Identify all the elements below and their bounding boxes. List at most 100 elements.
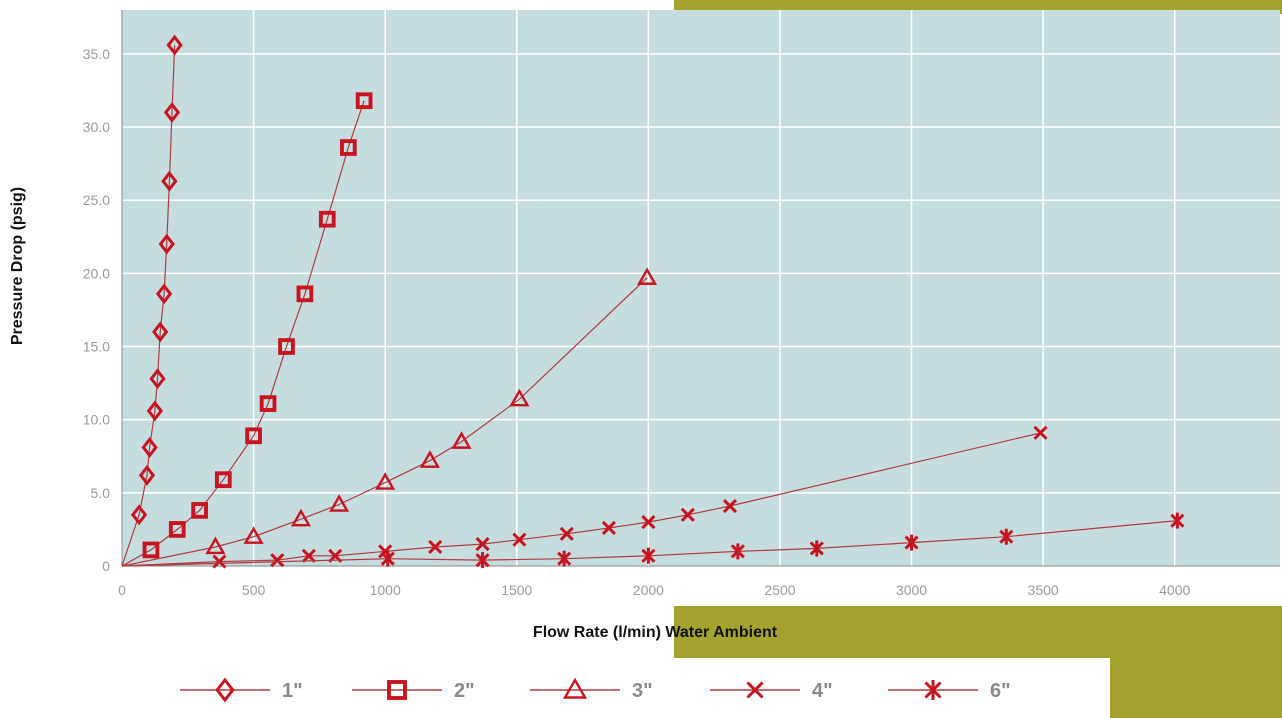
series-line [121,520,1178,567]
x-tick-label: 3000 [896,582,927,598]
data-point [1033,425,1048,440]
y-tick-label: 20.0 [83,265,110,281]
data-point [161,170,178,192]
legend-item: 3" [530,677,653,702]
data-point [243,526,264,544]
data-point [559,526,574,541]
legend-label: 1" [282,680,303,702]
data-point [641,515,656,530]
data-point [636,267,658,285]
data-point [163,101,181,123]
data-point [138,464,156,486]
x-tick-label: 3500 [1028,582,1059,598]
series-diamond [121,34,183,567]
plot-area [122,10,1280,566]
legend-label: 4" [812,680,833,702]
data-point [380,550,395,567]
data-point [339,139,357,156]
series-square [121,92,373,567]
series-layer [121,34,1185,569]
data-point [259,395,277,412]
data-point [205,536,226,555]
olive-block-bottom-right [1110,606,1282,718]
data-point [214,471,232,489]
data-point [168,521,186,538]
x-tick-label: 1000 [370,582,401,598]
data-point [329,494,350,512]
data-point [301,548,316,563]
legend-marker [215,677,235,703]
legend-label: 3" [632,680,653,702]
legend-marker [562,677,588,699]
olive-block-bottom-left [674,606,1110,658]
series-line [121,277,648,567]
data-point [375,472,396,490]
data-point [641,547,656,564]
data-point [152,321,169,343]
legend-marker [924,680,942,700]
data-point [451,431,472,449]
data-point [270,553,285,568]
data-point [191,502,208,519]
data-point [142,541,160,559]
data-point [158,233,175,255]
data-point [166,34,183,56]
data-point [512,532,527,547]
x-tick-label: 2000 [633,582,664,598]
data-point [141,437,158,458]
series-triangle [121,267,658,567]
data-point [904,534,919,551]
tick-labels: 0 500 1000 1500 2000 2500 3000 3500 4000 0 5.0 10.0… [83,46,1191,598]
data-point [355,92,373,110]
axes [121,10,1280,567]
data-point [278,338,295,355]
y-tick-label: 10.0 [83,412,110,428]
legend: 1" 2" 3" 4" 6" [180,677,1011,703]
data-point [290,508,312,527]
legend-item: 2" [352,680,475,702]
grid-lines [122,10,1280,566]
data-point [509,388,530,407]
data-point [155,283,173,305]
y-tick-label: 0 [102,558,110,574]
series-x [121,425,1048,569]
x-tick-label: 500 [242,582,266,598]
data-point [130,504,148,526]
data-point [318,210,336,228]
data-point [1170,512,1185,529]
data-point [601,520,616,536]
legend-marker [746,681,764,699]
y-tick-label: 35.0 [83,46,110,62]
data-point [680,507,695,522]
y-tick-label: 30.0 [83,119,110,135]
data-point [475,552,490,569]
data-point [428,539,443,555]
legend-marker [387,680,407,700]
data-point [475,536,490,552]
legend-item: 6" [888,680,1011,702]
data-point [149,368,166,390]
series-asterisk [121,512,1185,569]
data-point [419,450,440,468]
y-tick-label: 15.0 [83,339,110,355]
x-axis-title: Flow Rate (l/min) Water Ambient [532,624,778,641]
x-tick-label: 2500 [764,582,795,598]
data-point [146,400,164,422]
legend-item: 1" [180,677,303,703]
legend-item: 4" [710,680,833,702]
data-point [722,498,738,514]
data-point [557,550,572,567]
x-tick-label: 4000 [1159,582,1190,598]
data-point [296,285,314,303]
y-tick-label: 25.0 [83,192,110,208]
data-point [809,540,824,557]
data-point [999,528,1014,545]
legend-label: 2" [454,680,475,702]
data-point [730,543,745,560]
x-tick-label: 1500 [501,582,532,598]
y-axis-title: Pressure Drop (psig) [9,186,26,346]
data-point [245,427,262,445]
x-tick-label: 0 [118,582,126,598]
y-tick-label: 5.0 [91,485,111,501]
